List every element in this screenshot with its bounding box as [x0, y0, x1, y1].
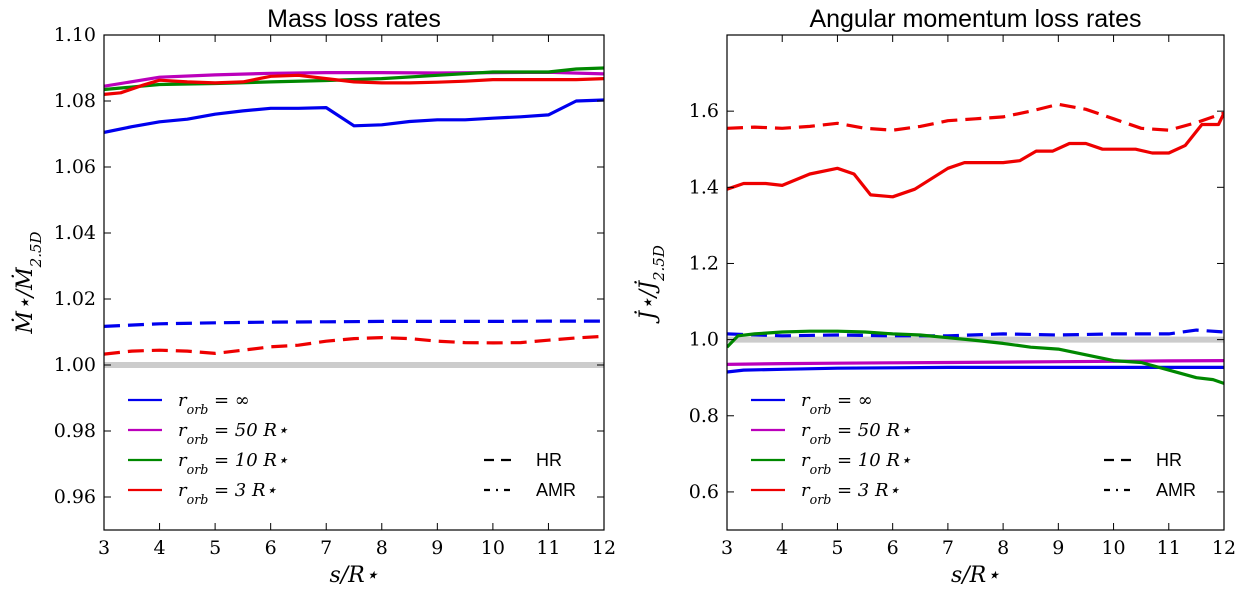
- legend-label: rorb = 3 R⋆: [801, 480, 900, 507]
- series-line-6: [104, 334, 604, 356]
- legend-style-label: HR: [1156, 450, 1182, 470]
- y-tick-label: 1.02: [54, 288, 96, 310]
- x-tick-label: 11: [1157, 537, 1181, 559]
- y-tick-label: 1.00: [54, 354, 96, 376]
- legend-label: rorb = 3 R⋆: [178, 480, 277, 507]
- y-tick-label: 1.04: [54, 222, 96, 244]
- y-axis-label: J̇⋆/J̇2.5D: [635, 245, 668, 324]
- x-tick-label: 10: [481, 537, 505, 559]
- x-tick-label: 4: [154, 537, 166, 559]
- chart-title: Angular momentum loss rates: [809, 5, 1141, 33]
- chart-panel-2: 3 4 5 6 7 8 9 10 11 12 0.6 0.8 1.0 1.2 1.4 1.6 Angular m…: [635, 5, 1236, 588]
- y-tick-label: 1.06: [54, 156, 96, 178]
- y-tick-label: 1.4: [689, 176, 719, 198]
- series-line-2: [727, 365, 1224, 374]
- series-line-5: [727, 112, 1224, 199]
- y-tick-label: 1.0: [689, 329, 719, 351]
- x-tick-label: 6: [887, 537, 899, 559]
- legend-style-label: AMR: [536, 480, 576, 500]
- x-tick-label: 7: [942, 537, 954, 559]
- legend-label: rorb = 10 R⋆: [178, 450, 288, 477]
- x-axis-label: s/R⋆: [951, 563, 1000, 588]
- x-tick-label: 12: [592, 537, 616, 559]
- legend-label: rorb = 50 R⋆: [178, 420, 288, 447]
- x-tick-label: 8: [376, 537, 388, 559]
- y-tick-label: 0.96: [54, 486, 96, 508]
- series-line-2: [104, 98, 604, 134]
- x-tick-label: 4: [776, 537, 788, 559]
- plot-frame: [103, 34, 605, 531]
- x-tick-label: 11: [536, 537, 560, 559]
- legend-label: rorb = ∞: [801, 390, 873, 417]
- x-tick-label: 5: [209, 537, 221, 559]
- series-line-1: [727, 328, 1224, 338]
- x-axis-label: s/R⋆: [329, 563, 378, 588]
- legend-style-label: HR: [536, 450, 562, 470]
- chart-panel-1: 3 4 5 6 7 8 9 10 11 12 0.96 0.98 1.00 1.02 1.04 1.06 1.0…: [11, 5, 616, 588]
- legend-style-label: AMR: [1156, 480, 1196, 500]
- x-tick-label: 5: [831, 537, 843, 559]
- y-axis-label: Ṁ⋆/Ṁ2.5D: [11, 231, 45, 334]
- plot-frame: [726, 34, 1225, 531]
- x-tick-label: 12: [1212, 537, 1236, 559]
- chart-title: Mass loss rates: [267, 5, 441, 33]
- legend-label: rorb = 50 R⋆: [801, 420, 911, 447]
- x-tick-label: 10: [1101, 537, 1125, 559]
- x-tick-label: 9: [1052, 537, 1064, 559]
- x-tick-label: 8: [997, 537, 1009, 559]
- x-tick-label: 9: [431, 537, 443, 559]
- y-tick-label: 1.6: [689, 100, 719, 122]
- legend-label: rorb = 10 R⋆: [801, 450, 911, 477]
- x-tick-label: 3: [98, 537, 110, 559]
- x-tick-label: 6: [265, 537, 277, 559]
- x-tick-label: 7: [320, 537, 332, 559]
- legend-label: rorb = ∞: [178, 390, 250, 417]
- y-tick-label: 1.10: [54, 24, 96, 46]
- y-tick-label: 0.8: [689, 405, 719, 427]
- y-tick-label: 0.98: [54, 420, 96, 442]
- y-tick-label: 1.2: [689, 252, 719, 274]
- series-line-5: [104, 73, 604, 96]
- series-line-1: [104, 319, 604, 328]
- x-tick-label: 3: [721, 537, 733, 559]
- y-tick-label: 1.08: [54, 90, 96, 112]
- y-tick-label: 0.6: [689, 481, 719, 503]
- series-line-4: [727, 329, 1224, 385]
- series-line-6: [727, 102, 1224, 132]
